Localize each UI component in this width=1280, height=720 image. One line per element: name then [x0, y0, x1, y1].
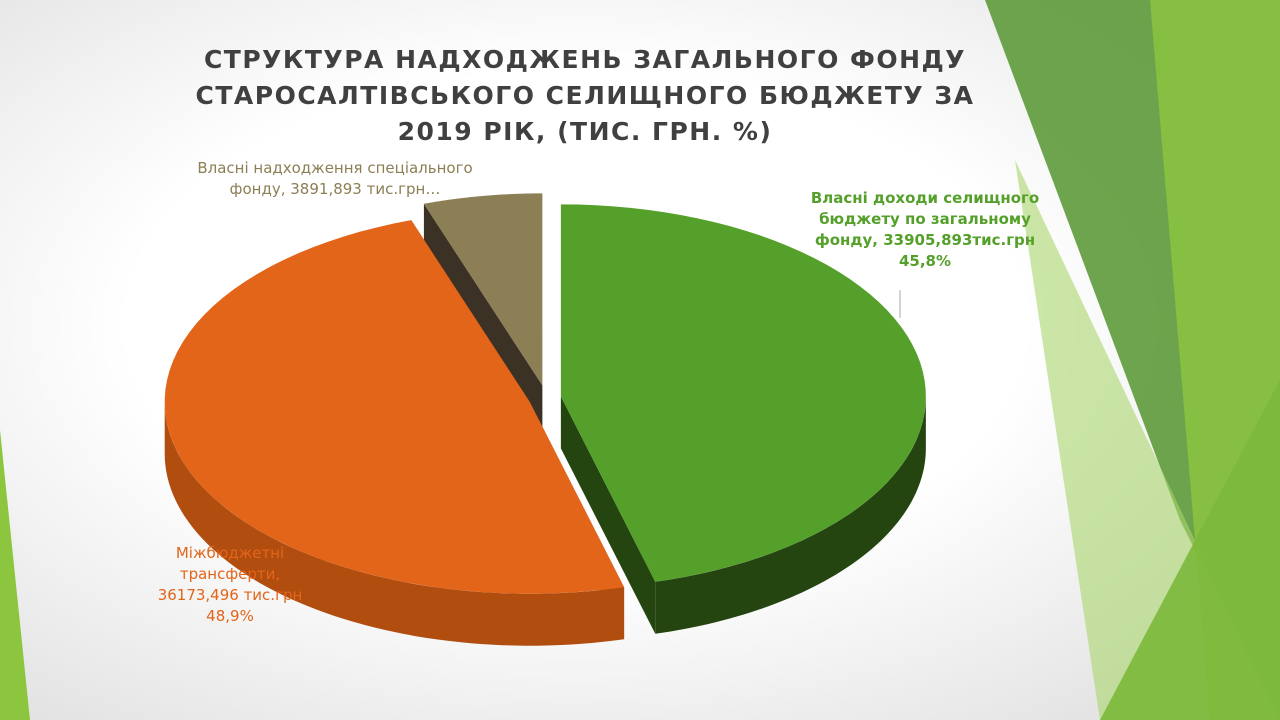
data-label: Власні доходи селищного бюджету по загал… [810, 189, 1040, 270]
pie-slice [164, 220, 625, 594]
slice-outer-side [655, 396, 926, 634]
deco-right-corner [1100, 380, 1280, 720]
pie-slice [560, 204, 926, 582]
slice-cut-side [560, 396, 656, 634]
deco-left [0, 430, 30, 720]
data-label: Міжбюджетні трансферти, 36173,496 тис.гр… [157, 544, 303, 625]
chart-title: СТРУКТУРА НАДХОДЖЕНЬ ЗАГАЛЬНОГО ФОНДУ СТ… [195, 45, 975, 146]
pie-slice [423, 193, 543, 386]
data-label: Власні надходження спеціального фонду, 3… [197, 159, 473, 198]
slice-outer-side [164, 401, 625, 646]
